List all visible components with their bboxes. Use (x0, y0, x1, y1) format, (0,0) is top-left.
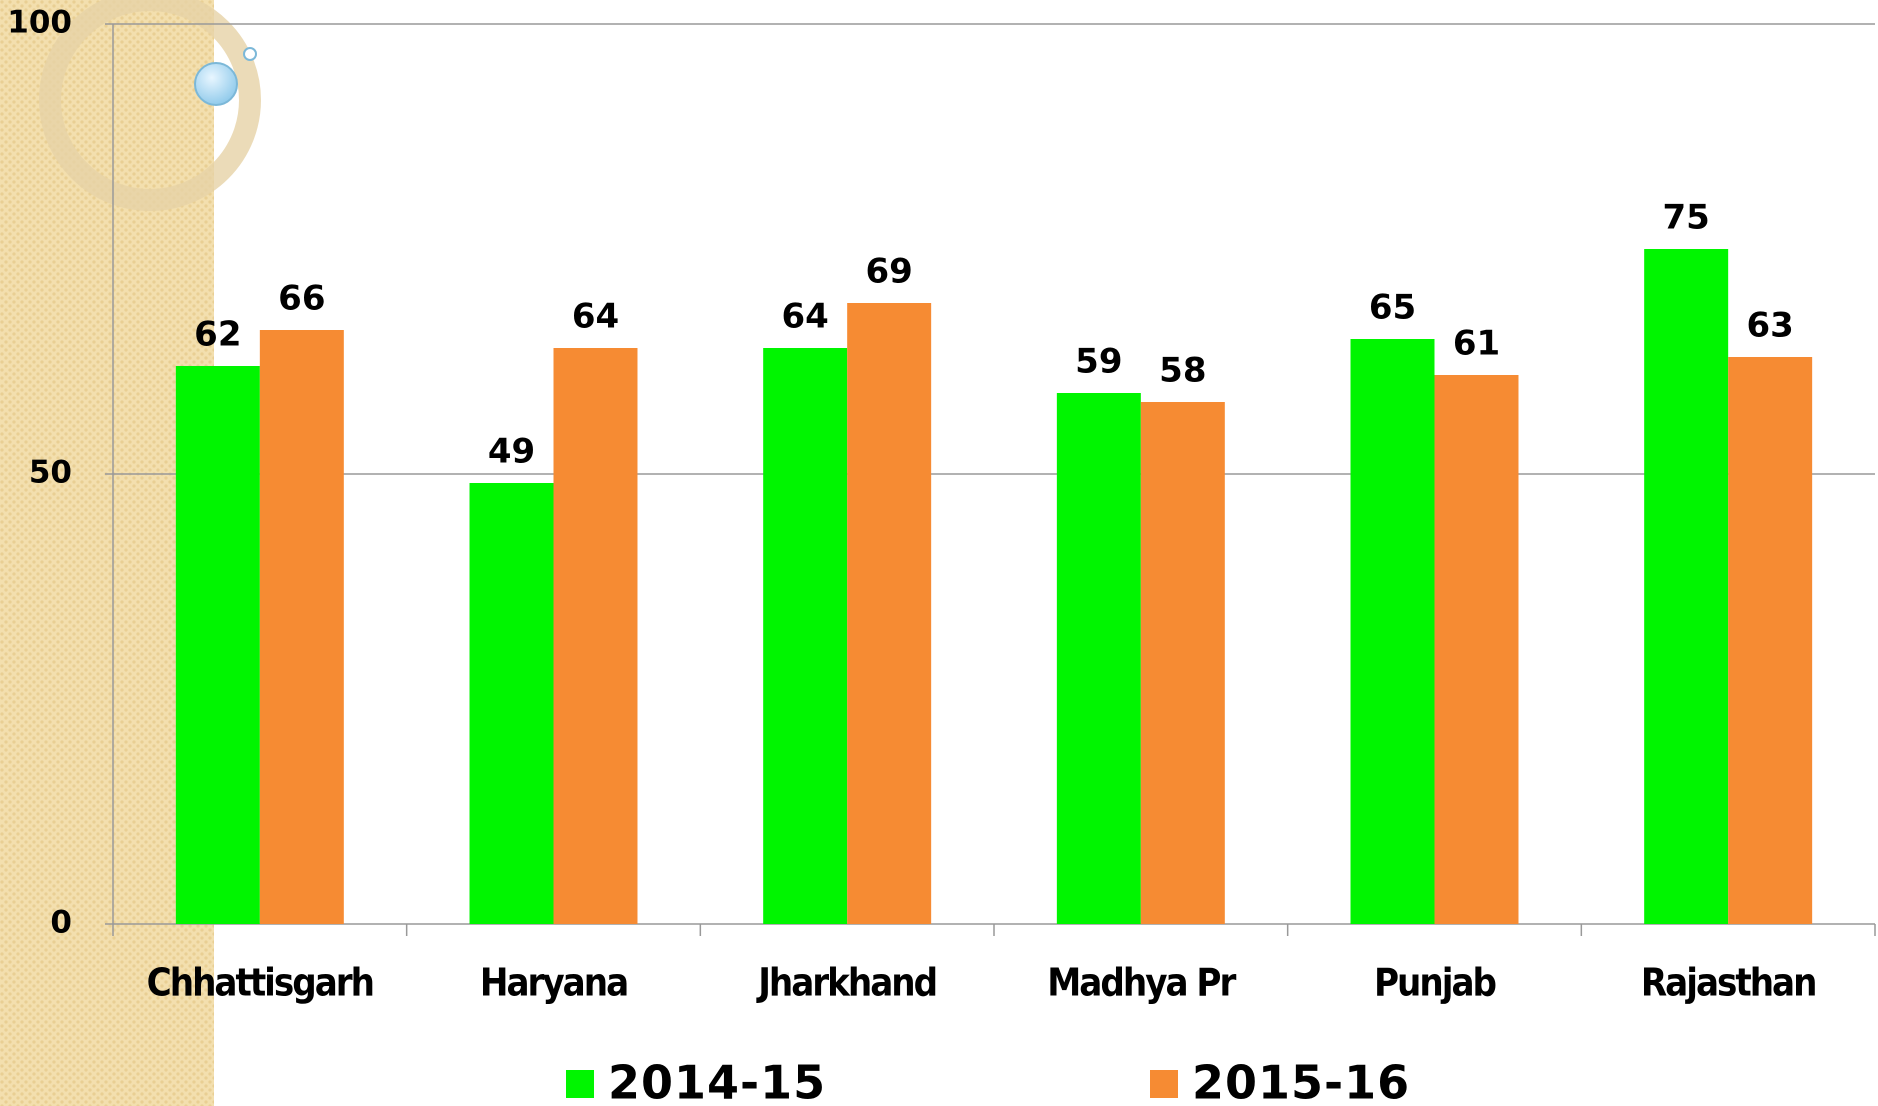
y-tick-label: 100 (7, 5, 72, 41)
y-tick-label: 0 (50, 905, 72, 941)
bar (1141, 402, 1225, 924)
data-label: 58 (1159, 351, 1206, 391)
bubble-decoration (195, 63, 237, 105)
data-label: 64 (572, 297, 619, 337)
bar (554, 348, 638, 924)
x-tick-label: Madhya Pr (1047, 961, 1236, 1005)
y-tick-label: 50 (29, 455, 72, 491)
bar (1435, 375, 1519, 924)
data-label: 63 (1746, 306, 1793, 346)
legend-swatch (1150, 1070, 1178, 1098)
data-label: 69 (865, 252, 912, 292)
bar (1351, 339, 1435, 924)
x-tick-label: Punjab (1374, 961, 1496, 1005)
legend-label: 2015-16 (1192, 1056, 1410, 1106)
data-label: 62 (194, 315, 241, 355)
data-label: 64 (782, 297, 829, 337)
bar (763, 348, 847, 924)
legend-label: 2014-15 (608, 1056, 826, 1106)
bar (1057, 393, 1141, 924)
data-label: 61 (1453, 324, 1500, 364)
data-label: 65 (1369, 288, 1416, 328)
bar (847, 303, 931, 924)
bar (470, 483, 554, 924)
data-label: 59 (1075, 342, 1122, 382)
bar (176, 366, 260, 924)
x-tick-label: Haryana (480, 961, 627, 1005)
data-label: 75 (1663, 198, 1710, 238)
x-tick-label: Chhattisgarh (147, 961, 373, 1005)
x-tick-label: Rajasthan (1641, 961, 1816, 1005)
legend-swatch (566, 1070, 594, 1098)
bar (260, 330, 344, 924)
data-label: 66 (278, 279, 325, 319)
x-tick-label: Jharkhand (756, 961, 936, 1005)
bubble-decoration (244, 48, 256, 60)
bar (1644, 249, 1728, 924)
chart: 0 50 100 Chhattisgarh 62 66 Haryana 49 64 Jharkha… (0, 0, 1878, 1106)
bar (1728, 357, 1812, 924)
data-label: 49 (488, 432, 535, 472)
